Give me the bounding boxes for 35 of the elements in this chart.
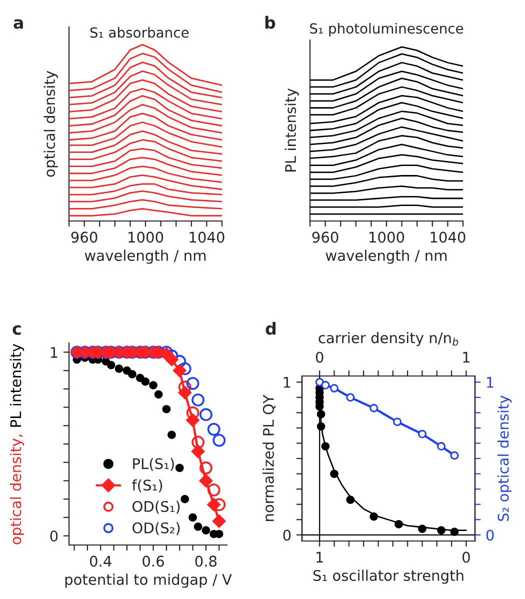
x-axis-title: potential to midgap / V: [65, 574, 232, 588]
x-tick-label: 1040: [430, 232, 466, 243]
legend-label: OD(S₂): [132, 522, 180, 536]
text: d: [266, 322, 276, 335]
x2-tick-label: 0: [316, 352, 324, 363]
x-tick-label: 1000: [128, 232, 164, 243]
x-tick-label: 1040: [190, 232, 224, 243]
chart-title: S₁ absorbance: [90, 27, 189, 38]
x-tick-label: 0.8: [195, 556, 217, 567]
y-axis-title: optical density: [44, 70, 58, 177]
text: a: [14, 19, 23, 29]
x-axis-title: wavelength / nm: [84, 250, 206, 264]
x-tick-label: 1: [316, 552, 323, 562]
x2-tick-label: 1: [463, 352, 470, 363]
text: b: [265, 16, 276, 29]
chart-title: S₁ photoluminescence: [310, 22, 464, 36]
y-axis-title: optical density, PL intensity: [10, 344, 24, 544]
legend-label: OD(S₁): [132, 500, 180, 514]
x-tick-label: 0: [462, 552, 470, 563]
y-axis-title: PL intensity: [284, 88, 299, 172]
y2-axis-title: S₂ optical density: [497, 396, 512, 521]
x-tick-label: 1000: [370, 232, 404, 243]
y2-tick-label: 1: [487, 377, 494, 388]
legend-label: f(S₁): [132, 479, 162, 492]
x-tick-label: 960: [312, 232, 338, 243]
x2-axis-title: carrier density n/n$_{b}$: [318, 332, 458, 346]
x-tick-label: 0.6: [142, 556, 164, 567]
x-tick-label: 0.4: [90, 556, 112, 567]
x-axis-title: S₁ oscillator strength: [313, 570, 464, 584]
y-axis-title: normalized PL QY: [262, 394, 276, 521]
y2-tick-label: 0: [486, 530, 494, 541]
x-axis-title: wavelength / nm: [326, 250, 447, 264]
text: c: [12, 325, 21, 335]
x-tick-label: 960: [71, 232, 98, 243]
legend-label: PL(S₁): [133, 458, 174, 471]
